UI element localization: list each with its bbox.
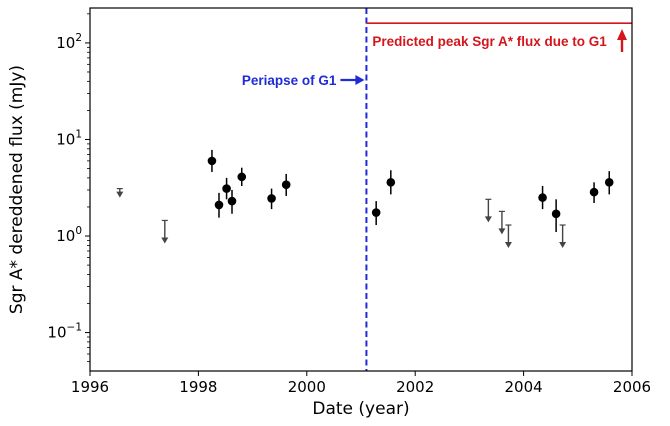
x-tick-label: 1998 <box>179 378 217 396</box>
periapse-arrow-head <box>355 75 365 85</box>
data-point <box>237 172 247 182</box>
predicted-peak-arrow-head <box>617 29 627 40</box>
data-point <box>227 196 237 206</box>
upper-limit-arrow-head <box>559 242 567 249</box>
data-point <box>589 187 599 197</box>
data-point <box>551 209 561 219</box>
y-tick-label: 10−1 <box>47 322 82 342</box>
upper-limit-arrow-head <box>116 191 124 198</box>
data-point <box>222 184 231 193</box>
x-tick-label: 2000 <box>288 378 326 396</box>
x-tick-label: 2006 <box>613 378 651 396</box>
y-tick-label: 100 <box>56 225 82 245</box>
x-tick-label: 2002 <box>396 378 434 396</box>
data-point <box>538 193 547 202</box>
periapse-label: Periapse of G1 <box>242 73 337 88</box>
upper-limit-arrow-head <box>484 216 492 223</box>
y-axis-label: Sgr A* dereddened flux (mJy) <box>7 65 27 314</box>
data-point <box>207 156 217 166</box>
y-tick-label: 101 <box>56 128 82 148</box>
annotations: Periapse of G1 Predicted peak Sgr A* flu… <box>242 34 607 88</box>
data-point <box>214 200 224 210</box>
data-point <box>267 194 276 203</box>
plot-area <box>116 8 632 371</box>
y-tick-label: 102 <box>56 32 82 52</box>
x-tick-label: 1996 <box>71 378 109 396</box>
predicted-peak-label: Predicted peak Sgr A* flux due to G1 <box>372 34 607 49</box>
axes-frame <box>89 7 633 372</box>
upper-limit-arrow-head <box>161 237 169 244</box>
data-point <box>386 178 396 187</box>
axes: 1996 1998 2000 2002 2004 2006 10−1 100 101 102 <box>47 7 651 396</box>
data-point <box>604 178 614 187</box>
data-point <box>371 208 381 217</box>
x-tick-label: 2004 <box>505 378 543 396</box>
upper-limit-arrow-head <box>498 228 506 235</box>
data-point <box>281 180 291 190</box>
upper-limit-arrow-head <box>504 242 512 249</box>
x-axis-label: Date (year) <box>312 399 409 419</box>
